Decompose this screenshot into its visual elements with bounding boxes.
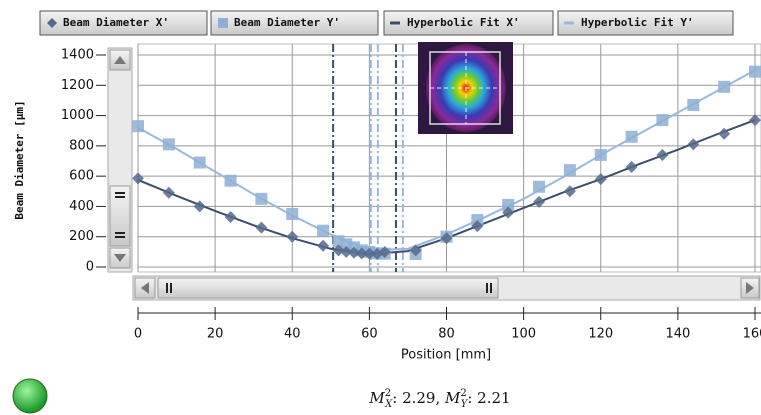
data-point [533, 181, 545, 193]
data-point [595, 149, 607, 161]
legend-item[interactable]: Beam Diameter Y' [211, 11, 378, 35]
vertical-scrollbar[interactable] [108, 48, 132, 272]
x-tick-label: 100 [511, 327, 536, 342]
data-point [626, 131, 638, 143]
beam-image [418, 42, 513, 134]
data-point [656, 114, 668, 126]
y-tick-label: 400 [69, 199, 94, 214]
x-tick-label: 20 [207, 327, 224, 342]
y-tick-label: 600 [69, 169, 94, 184]
horizontal-scrollbar[interactable] [133, 276, 760, 300]
chart: Beam Diameter X' Beam Diameter Y' Hyperbol… [0, 0, 761, 415]
data-point [687, 99, 699, 111]
scroll-thumb[interactable] [158, 278, 498, 298]
legend: Beam Diameter X' Beam Diameter Y' Hyperbol… [40, 11, 733, 35]
data-point [317, 225, 329, 237]
status-led [13, 379, 47, 413]
data-point [564, 164, 576, 176]
x-tick-label: 140 [665, 327, 690, 342]
page: Beam Diameter X' Beam Diameter Y' Hyperbol… [0, 0, 761, 415]
data-point [286, 208, 298, 220]
data-point [225, 175, 237, 187]
legend-label: Beam Diameter Y' [234, 16, 340, 29]
legend-label: Hyperbolic Fit X' [407, 16, 520, 29]
legend-item[interactable]: Beam Diameter X' [40, 11, 207, 35]
x-tick-label: 80 [438, 327, 455, 342]
x-axis-label: Position [mm] [401, 348, 491, 363]
x-tick-label: 40 [284, 327, 301, 342]
y-tick-label: 200 [69, 229, 94, 244]
x-tick-label: 0 [134, 327, 142, 342]
superscript: 2 [385, 388, 391, 399]
symbol: M [444, 389, 461, 407]
symbol: M [368, 389, 385, 407]
y-axis-label: Beam Diameter [μm] [13, 100, 26, 219]
data-point [163, 138, 175, 150]
data-point [132, 120, 144, 132]
superscript: 2 [460, 388, 466, 399]
legend-icon [218, 18, 228, 28]
data-point [194, 157, 206, 169]
y-tick-label: 800 [69, 138, 94, 153]
y-tick-label: 1400 [61, 48, 94, 63]
value-text: : 2.21 [467, 389, 510, 407]
y-tick-label: 1000 [61, 108, 94, 123]
legend-label: Hyperbolic Fit Y' [581, 16, 694, 29]
legend-item[interactable]: Hyperbolic Fit X' [384, 11, 553, 35]
x-tick-label: 60 [361, 327, 378, 342]
value-text: : 2.29, [392, 389, 445, 407]
data-point [255, 193, 267, 205]
y-tick-label: 1200 [61, 78, 94, 93]
data-point [749, 66, 761, 78]
x-tick-label: 160 [743, 327, 761, 342]
data-point [718, 81, 730, 93]
legend-item[interactable]: Hyperbolic Fit Y' [558, 11, 733, 35]
x-tick-label: 120 [588, 327, 613, 342]
y-tick-label: 0 [86, 260, 94, 275]
legend-label: Beam Diameter X' [63, 16, 169, 29]
